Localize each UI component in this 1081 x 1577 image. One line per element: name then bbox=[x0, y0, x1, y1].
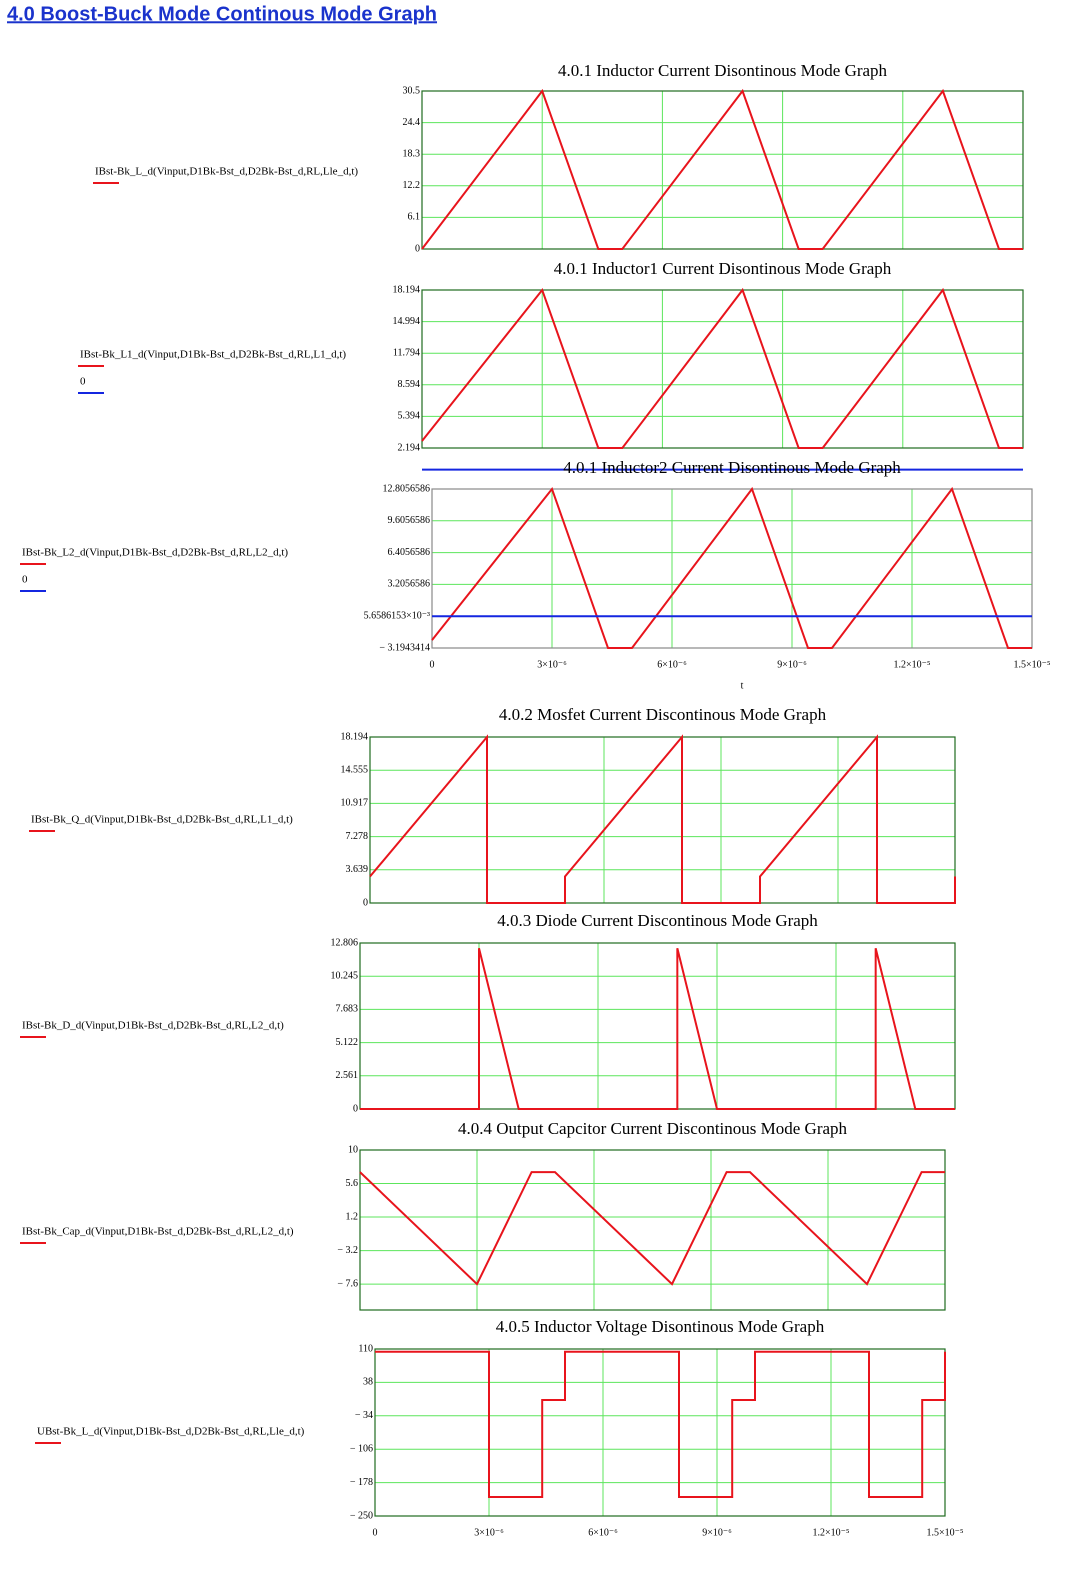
plot-area bbox=[360, 1150, 945, 1310]
y-tick-label: 12.8056586 bbox=[383, 483, 431, 494]
y-tick-label: 5.122 bbox=[336, 1037, 359, 1048]
y-tick-label: 5.6 bbox=[346, 1178, 359, 1189]
y-tick-label: − 34 bbox=[355, 1410, 373, 1421]
y-tick-label: 12.2 bbox=[403, 180, 421, 191]
chart-title: 4.0.1 Inductor Current Disontinous Mode … bbox=[558, 61, 888, 80]
chart-title: 4.0.2 Mosfet Current Discontinous Mode G… bbox=[499, 705, 827, 724]
trace-label: 0 bbox=[80, 376, 86, 388]
plot-area bbox=[422, 290, 1023, 448]
y-tick-label: 18.194 bbox=[341, 731, 369, 742]
x-tick-label: 6×10⁻⁶ bbox=[588, 1527, 618, 1538]
x-tick-label: 9×10⁻⁶ bbox=[777, 659, 807, 670]
series-line bbox=[431, 486, 1032, 649]
x-tick-label: 0 bbox=[430, 659, 435, 670]
x-tick-label: 9×10⁻⁶ bbox=[702, 1527, 732, 1538]
chart-title: 4.0.1 Inductor1 Current Disontinous Mode… bbox=[554, 259, 892, 278]
series-line bbox=[421, 287, 1023, 449]
chart-title: 4.0.3 Diode Current Discontinous Mode Gr… bbox=[497, 911, 818, 930]
trace-label: 0 bbox=[22, 574, 28, 586]
y-tick-label: 6.4056586 bbox=[388, 547, 431, 558]
y-tick-label: 5.6586153×10⁻³ bbox=[364, 610, 430, 621]
y-tick-label: − 3.2 bbox=[337, 1245, 358, 1256]
x-tick-label: 1.5×10⁻⁵ bbox=[927, 1527, 964, 1538]
chart-title: 4.0.5 Inductor Voltage Disontinous Mode … bbox=[496, 1317, 825, 1336]
y-tick-label: 0 bbox=[415, 243, 420, 254]
y-tick-label: − 7.6 bbox=[337, 1278, 358, 1289]
trace-label: UBst-Bk_L_d(Vinput,D1Bk-Bst_d,D2Bk-Bst_d… bbox=[37, 1426, 305, 1438]
plot-frame bbox=[359, 1149, 946, 1311]
x-tick-label: 6×10⁻⁶ bbox=[657, 659, 687, 670]
y-tick-label: 5.394 bbox=[398, 411, 421, 422]
y-tick-label: 0 bbox=[363, 897, 368, 908]
y-tick-label: 6.1 bbox=[408, 212, 421, 223]
heading-link[interactable]: 4.0 Boost-Buck Mode Continous Mode Graph bbox=[7, 3, 437, 25]
y-tick-label: − 178 bbox=[350, 1477, 373, 1488]
y-tick-label: 10 bbox=[348, 1144, 358, 1155]
trace-label: IBst-Bk_D_d(Vinput,D1Bk-Bst_d,D2Bk-Bst_d… bbox=[22, 1020, 284, 1032]
y-tick-label: 2.561 bbox=[336, 1070, 359, 1081]
x-tick-label: 3×10⁻⁶ bbox=[474, 1527, 504, 1538]
y-tick-label: 24.4 bbox=[403, 117, 421, 128]
trace-label: IBst-Bk_L1_d(Vinput,D1Bk-Bst_d,D2Bk-Bst_… bbox=[80, 349, 346, 361]
series-line bbox=[421, 88, 1023, 250]
y-tick-label: 2.194 bbox=[398, 442, 421, 453]
trace-label: IBst-Bk_Q_d(Vinput,D1Bk-Bst_d,D2Bk-Bst_d… bbox=[31, 814, 293, 826]
y-tick-label: 7.278 bbox=[346, 831, 369, 842]
chart-title: 4.0.1 Inductor2 Current Disontinous Mode… bbox=[563, 458, 901, 477]
x-tick-label: 1.2×10⁻⁵ bbox=[813, 1527, 850, 1538]
x-tick-label: 1.2×10⁻⁵ bbox=[894, 659, 931, 670]
plot-area bbox=[360, 943, 955, 1109]
x-tick-label: 1.5×10⁻⁵ bbox=[1014, 659, 1051, 670]
x-axis-label: t bbox=[741, 680, 744, 691]
y-tick-label: 1.2 bbox=[346, 1211, 359, 1222]
y-tick-label: 30.5 bbox=[403, 85, 421, 96]
plot-frame bbox=[421, 289, 1024, 449]
y-tick-label: 3.639 bbox=[346, 864, 369, 875]
y-tick-label: 18.194 bbox=[393, 284, 421, 295]
y-tick-label: 18.3 bbox=[403, 148, 421, 159]
y-tick-label: 0 bbox=[353, 1103, 358, 1114]
x-tick-label: 3×10⁻⁶ bbox=[537, 659, 567, 670]
y-tick-label: 38 bbox=[363, 1377, 373, 1388]
series-line bbox=[375, 1350, 946, 1498]
y-tick-label: 14.994 bbox=[393, 316, 421, 327]
trace-label: IBst-Bk_L2_d(Vinput,D1Bk-Bst_d,D2Bk-Bst_… bbox=[22, 547, 288, 559]
plot-area bbox=[422, 91, 1023, 249]
y-tick-label: 10.917 bbox=[341, 798, 369, 809]
plot-frame bbox=[421, 90, 1024, 250]
x-tick-label: 0 bbox=[373, 1527, 378, 1538]
y-tick-label: 12.806 bbox=[331, 937, 359, 948]
y-tick-label: 8.594 bbox=[398, 379, 421, 390]
plot-area bbox=[432, 489, 1032, 648]
series-line bbox=[359, 1171, 945, 1286]
y-tick-label: 7.683 bbox=[336, 1004, 359, 1015]
y-tick-label: − 250 bbox=[350, 1510, 373, 1521]
y-tick-label: 10.245 bbox=[331, 970, 359, 981]
series-line bbox=[369, 734, 956, 904]
trace-label: IBst-Bk_L_d(Vinput,D1Bk-Bst_d,D2Bk-Bst_d… bbox=[95, 166, 358, 178]
y-tick-label: 11.794 bbox=[393, 347, 420, 358]
trace-label: IBst-Bk_Cap_d(Vinput,D1Bk-Bst_d,D2Bk-Bst… bbox=[22, 1226, 294, 1238]
y-tick-label: − 3.1943414 bbox=[379, 642, 430, 653]
y-tick-label: 3.2056586 bbox=[388, 579, 431, 590]
plot-area bbox=[370, 737, 955, 903]
plot-frame bbox=[369, 736, 956, 904]
plot-frame bbox=[374, 1348, 946, 1517]
chart-title: 4.0.4 Output Capcitor Current Discontino… bbox=[458, 1119, 848, 1138]
plot-frame bbox=[431, 488, 1033, 649]
y-tick-label: − 106 bbox=[350, 1443, 373, 1454]
y-tick-label: 9.6056586 bbox=[388, 515, 431, 526]
series-line bbox=[360, 948, 955, 1110]
y-tick-label: 110 bbox=[358, 1343, 373, 1354]
y-tick-label: 14.555 bbox=[341, 764, 369, 775]
plot-area bbox=[375, 1349, 945, 1516]
